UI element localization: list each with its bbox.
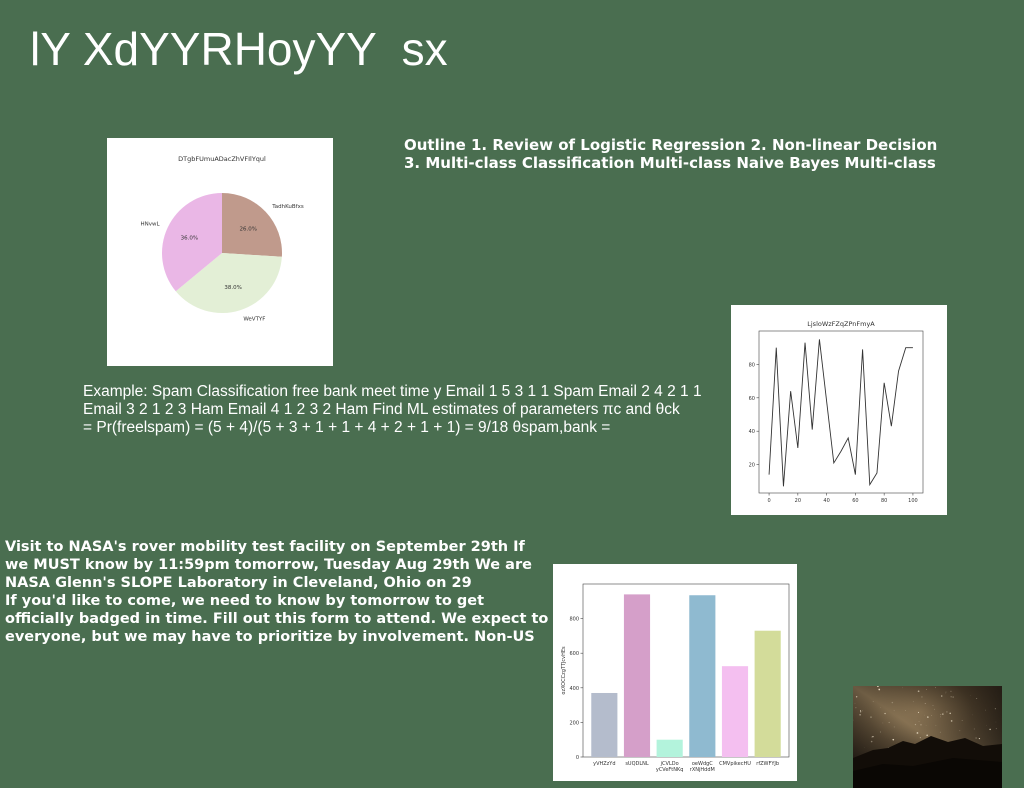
x-tick-label: 40 [823,498,829,504]
pie-chart-card: DTgbFUmuADacZhVFIlYqul 26.0% TadhKuBfxs 38… [107,138,333,366]
line-chart: LjsloWzFZqZPnFmyA 0 20 40 60 80 100 20 40 60 80 [749,320,924,504]
x-tick-label: jCVLDo [660,761,679,767]
announcement-text: Visit to NASA's rover mobility test faci… [5,538,555,646]
x-tick-label: sUQDLNL [625,761,649,767]
x-tick-label: 60 [852,498,858,504]
pie-pct-label: 26.0% [240,226,257,232]
x-tick-label: oeWdgC [692,761,713,767]
pie-slice [162,193,222,292]
y-axis-label: ozXOCCzgTTJcvHEs [561,646,567,695]
y-tick-label: 20 [749,463,755,469]
example-text: Example: Spam Classification free bank m… [83,383,723,437]
bar [689,595,716,757]
bar-chart-card: 0 200 400 600 800 ozXOCCzgTTJcvHEs yVHZzYd sUQD… [553,564,797,781]
announcement-line: NASA Glenn's SLOPE Laboratory in Clevela… [5,575,472,591]
announcement-line: Visit to NASA's rover mobility test faci… [5,539,525,555]
x-tick-label: 100 [908,498,918,504]
y-tick-label: 600 [569,651,579,657]
pie-pct-label: 38.0% [224,285,241,291]
x-tick-label: yCVeFtNKq [656,767,684,773]
x-tick-label: rXNjHddM [690,767,715,773]
pie-slice [222,193,282,257]
x-tick-label: 20 [795,498,801,504]
y-tick-label: 80 [749,362,755,368]
outline-text: Outline 1. Review of Logistic Regression… [404,136,1004,172]
bar [656,739,683,757]
x-tick-label: rfZWFYJb [756,761,779,767]
announcement-line: everyone, but we may have to prioritize … [5,629,535,645]
pie-slice [175,253,282,313]
slide-title: lY XdYYRHoyYY sx [30,23,448,75]
plot-frame [582,583,790,758]
announcement-line: officially badged in time. Fill out this… [5,611,549,627]
x-tick-label: CMVpikecHU [719,761,751,767]
y-tick-label: 800 [569,617,579,623]
line-series [768,339,913,487]
bar-chart: 0 200 400 600 800 ozXOCCzgTTJcvHEs yVHZzYd sUQD… [561,583,790,773]
x-tick-label: 0 [767,498,770,504]
bar [591,692,618,757]
pie-slice-label: HNvwL [140,222,160,228]
y-tick-label: 400 [569,686,579,692]
starry-sky-photo [853,686,1002,788]
example-line: Email 3 2 1 2 3 Ham Email 4 1 2 3 2 Ham … [83,401,680,418]
bar [754,630,781,757]
bar [721,666,749,757]
line-chart-card: LjsloWzFZqZPnFmyA 0 20 40 60 80 100 20 40 60 80 [731,305,947,515]
y-tick-label: 60 [749,396,755,402]
y-tick-label: 40 [749,429,755,435]
plot-frame [758,330,924,494]
outline-line: 3. Multi-class Classification Multi-clas… [404,154,936,172]
example-line: Example: Spam Classification free bank m… [83,383,702,400]
pie-chart-title: DTgbFUmuADacZhVFIlYqul [178,155,266,163]
y-tick-label: 0 [576,755,579,761]
pie-chart: DTgbFUmuADacZhVFIlYqul 26.0% TadhKuBfxs 38… [140,155,304,323]
pie-slice-label: WeVTYF [243,317,265,323]
y-tick-label: 200 [569,720,579,726]
outline-line: Outline 1. Review of Logistic Regression… [404,136,938,154]
announcement-line: If you'd like to come, we need to know b… [5,593,485,609]
bar [623,594,651,757]
line-chart-title: LjsloWzFZqZPnFmyA [807,320,875,328]
example-line: = Pr(freelspam) = (5 + 4)/(5 + 3 + 1 + 1… [83,419,611,436]
x-tick-label: 80 [881,498,887,504]
photo-image [853,686,1002,788]
pie-pct-label: 36.0% [181,236,198,242]
x-tick-label: yVHZzYd [593,761,615,767]
announcement-line: we MUST know by 11:59pm tomorrow, Tuesda… [5,557,532,573]
pie-slice-label: TadhKuBfxs [271,204,304,210]
